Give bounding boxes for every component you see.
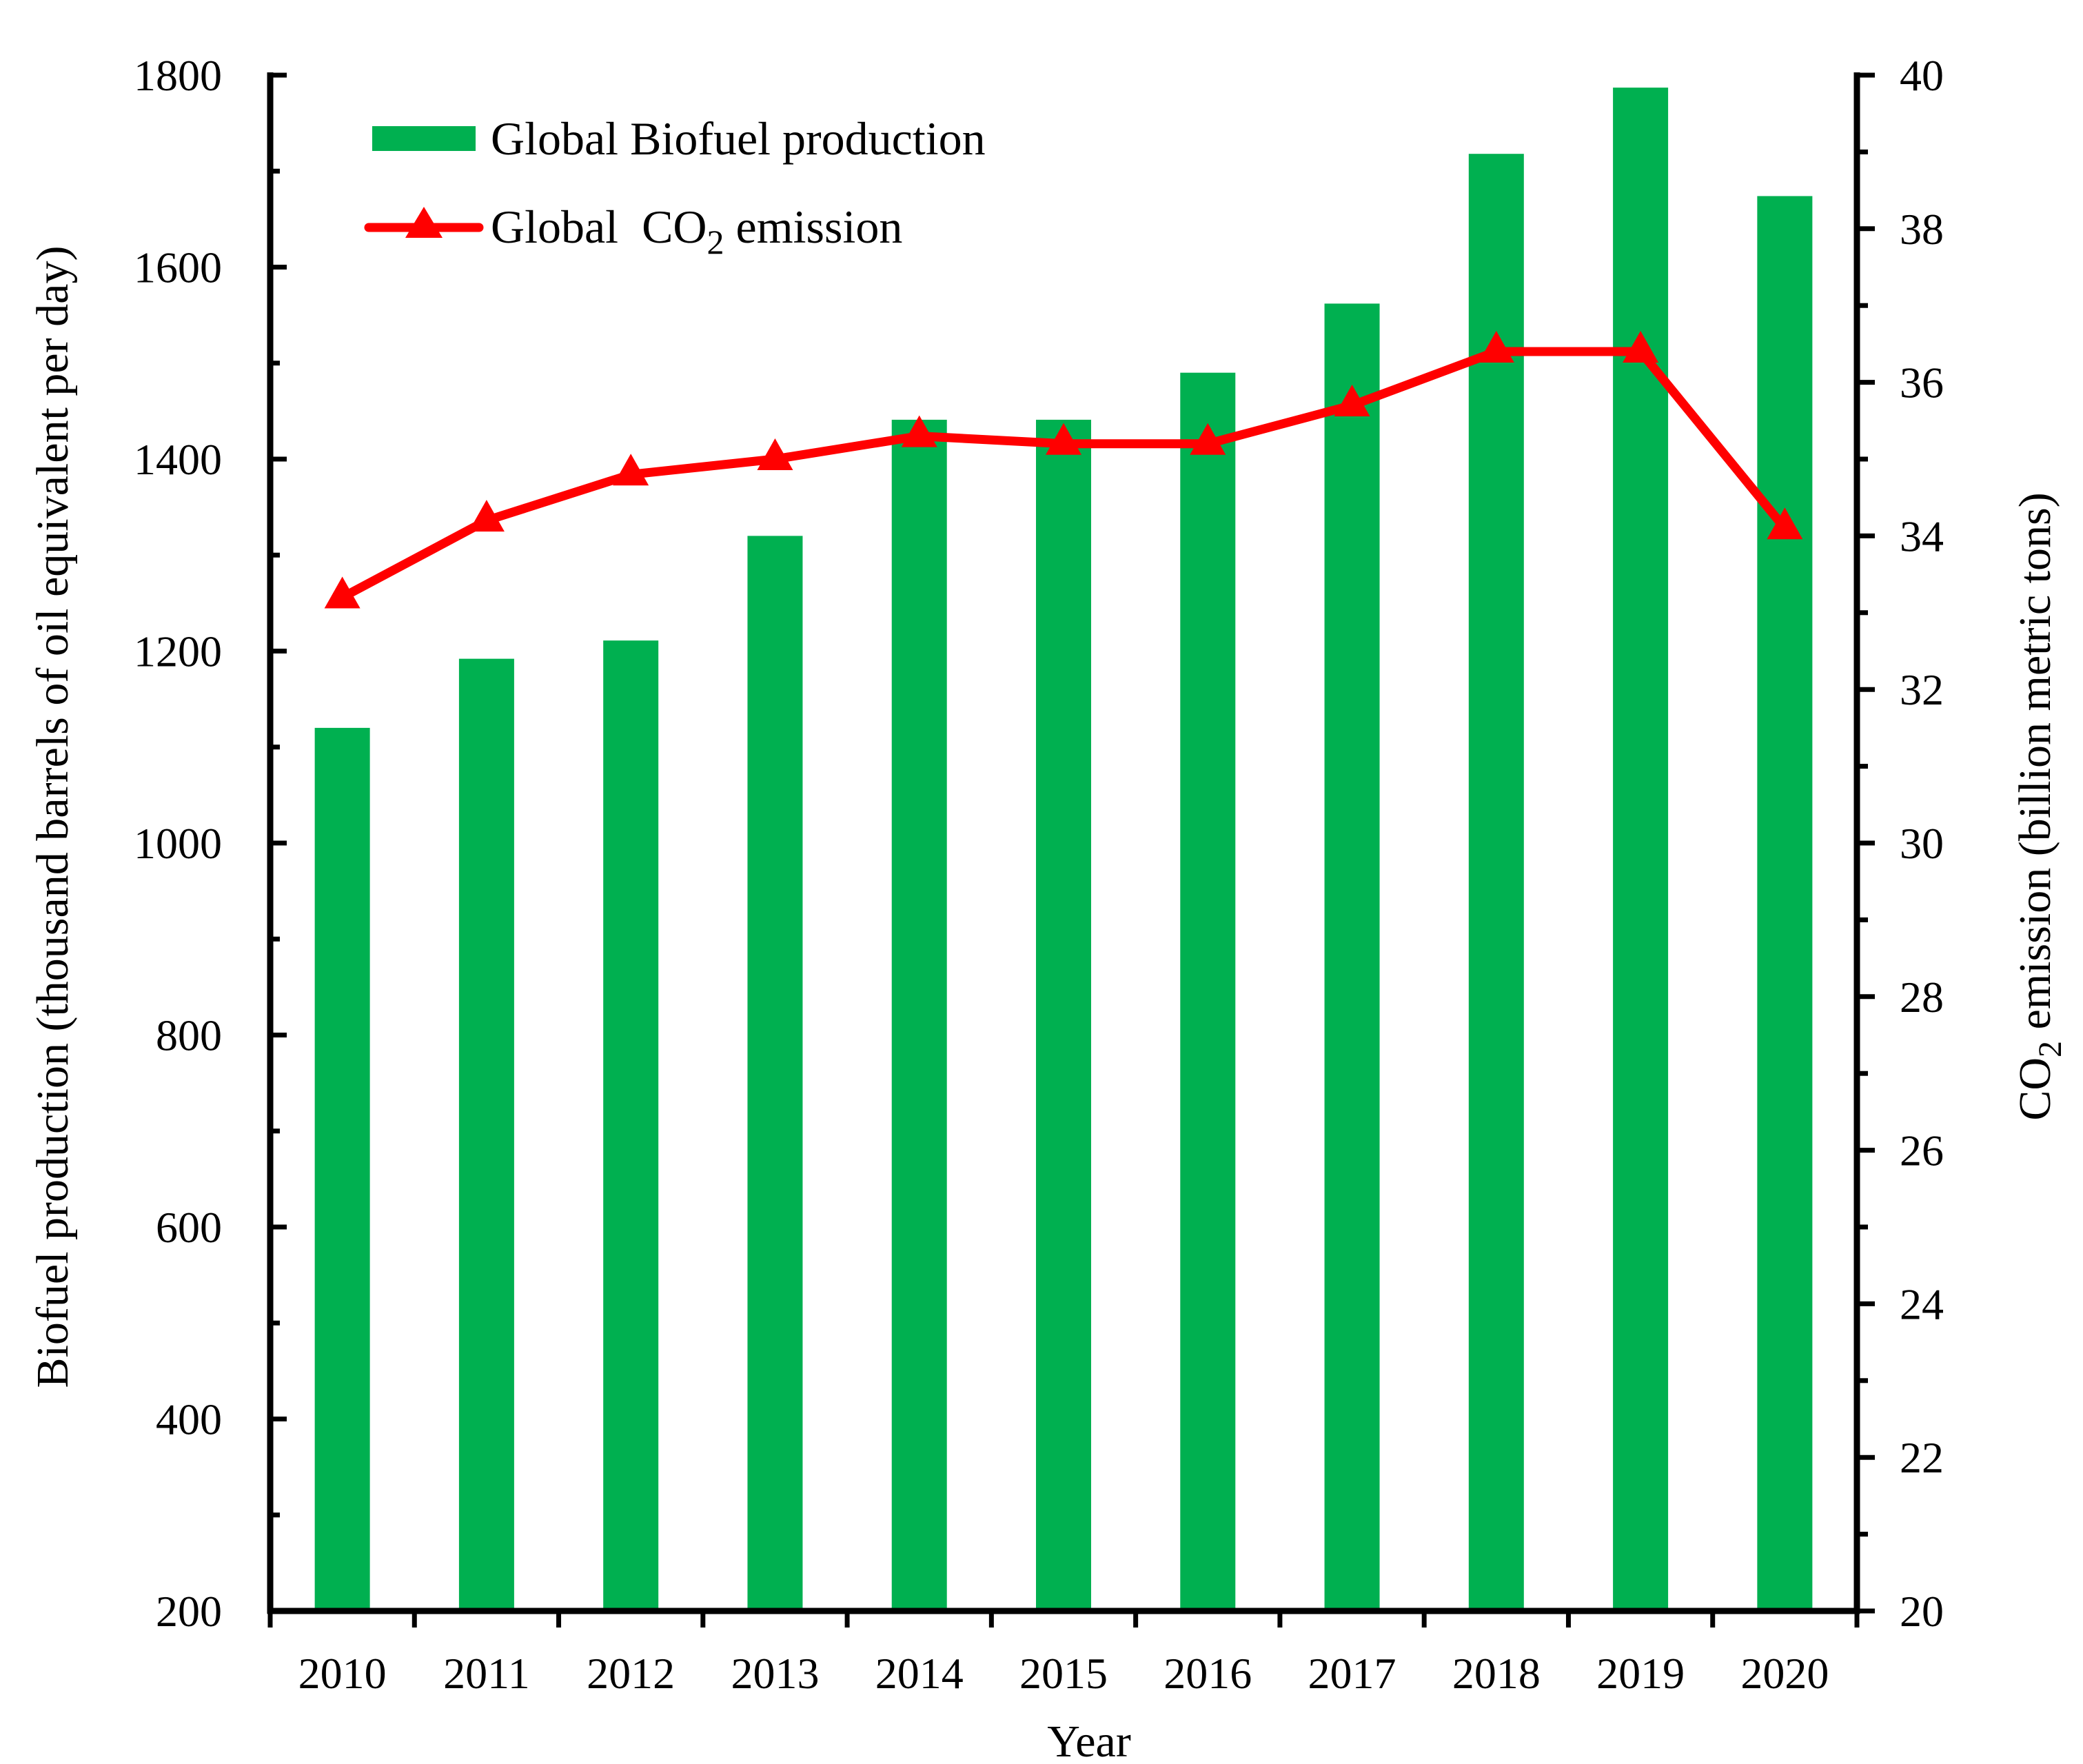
x-tick-label: 2017 [1308,1649,1396,1698]
x-tick-label: 2020 [1740,1649,1829,1698]
bar-2018 [1468,154,1524,1611]
right-tick-label: 20 [1900,1587,1944,1636]
bar-2016 [1180,372,1236,1611]
right-tick-label: 40 [1900,51,1944,100]
left-tick-label: 400 [156,1395,222,1444]
bar-2015 [1036,419,1091,1611]
right-tick-label: 26 [1900,1126,1944,1175]
legend-line-label-subscript: 2 [707,223,724,261]
co2-marker-2013 [757,438,793,470]
bar-2014 [891,419,947,1611]
co2-marker-2010 [324,576,360,609]
co2-marker-2015 [1046,423,1081,455]
left-tick-label: 200 [156,1587,222,1636]
right-tick-label: 34 [1900,511,1944,560]
legend-triangle-marker [405,207,443,238]
co2-marker-2014 [901,415,937,447]
co2-marker-2020 [1767,507,1803,540]
legend-line-label-suffix: emission [724,201,903,253]
co2-marker-2017 [1334,385,1370,417]
x-tick-label: 2013 [731,1649,819,1698]
right-tick-label: 30 [1900,819,1944,868]
x-tick-label: 2012 [587,1649,675,1698]
legend-line-label-prefix: Global CO [491,201,707,253]
co2-marker-2018 [1478,331,1514,363]
x-tick-label: 2019 [1596,1649,1685,1698]
co2-marker-2011 [468,500,505,532]
bar-2011 [458,658,514,1611]
right-y-axis-title-subscript: 2 [2032,1041,2069,1057]
right-tick-label: 22 [1900,1433,1944,1482]
legend-bar-swatch [372,126,476,151]
left-y-axis-title: Biofuel production (thousand barrels of … [28,246,78,1388]
biofuel-bars [314,88,1813,1611]
x-tick-label: 2010 [298,1649,387,1698]
x-tick-label: 2018 [1452,1649,1541,1698]
right-tick-label: 28 [1900,973,1944,1022]
axis-ticks [267,72,1875,1628]
bar-2019 [1613,88,1669,1611]
x-tick-label: 2011 [443,1649,530,1698]
bar-2017 [1324,303,1380,1611]
right-y-axis-title: CO2 emission (billion metric tons) [2010,492,2069,1120]
bar-2012 [603,640,659,1611]
left-tick-label: 1200 [134,627,222,676]
co2-marker-2012 [613,454,649,486]
right-tick-label: 36 [1900,358,1944,407]
co2-marker-2019 [1623,331,1659,363]
right-y-axis-title-prefix: CO [2010,1057,2060,1121]
x-tick-label: 2016 [1164,1649,1252,1698]
bar-2020 [1757,196,1813,1611]
tick-labels: 200 400 600 800 1000 1200 1400 1600 1800 20 22 24 26… [134,51,1944,1698]
left-tick-label: 600 [156,1203,222,1252]
right-tick-label: 38 [1900,205,1944,254]
co2-marker-2016 [1190,423,1226,455]
left-tick-label: 800 [156,1011,222,1060]
left-tick-label: 1000 [134,819,222,868]
bar-2010 [314,727,370,1611]
right-tick-label: 32 [1900,665,1944,714]
co2-markers [324,331,1803,609]
legend-line-label: Global CO2 emission [491,201,902,261]
right-y-axis-title-suffix: emission (billion metric tons) [2010,492,2060,1041]
left-tick-label: 1600 [134,243,222,292]
bar-2013 [747,536,803,1611]
x-axis-title: Year [1047,1716,1131,1764]
legend-bar-label: Global Biofuel production [491,112,986,165]
left-tick-label: 1400 [134,435,222,484]
right-tick-label: 24 [1900,1279,1944,1328]
left-tick-label: 1800 [134,51,222,100]
x-tick-label: 2015 [1019,1649,1108,1698]
legend: Global Biofuel production Global CO2 emi… [364,112,986,261]
x-tick-label: 2014 [875,1649,964,1698]
